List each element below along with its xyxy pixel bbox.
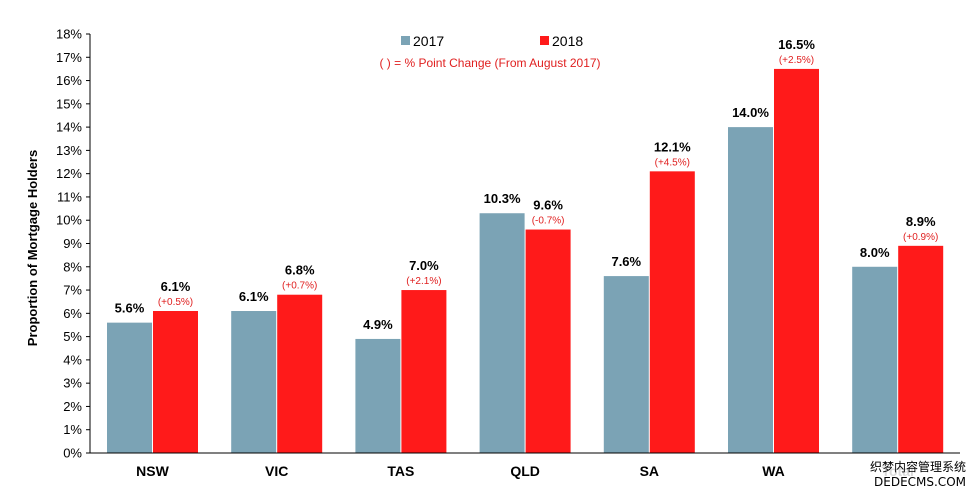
- bar-2018-vic: [277, 294, 323, 453]
- y-tick-label: 17%: [56, 50, 82, 65]
- x-tick-label: SA: [640, 463, 659, 479]
- y-tick-label: 8%: [63, 259, 82, 274]
- data-label-2018: 7.0%: [409, 258, 439, 273]
- y-tick-label: 12%: [56, 166, 82, 181]
- data-label-2018: 9.6%: [533, 198, 563, 213]
- bar-2017-sa: [603, 276, 649, 453]
- y-tick-label: 15%: [56, 96, 82, 111]
- y-tick-label: 14%: [56, 120, 82, 135]
- bar-2017-total: [852, 266, 898, 453]
- y-tick-label: 16%: [56, 73, 82, 88]
- change-label-2018: (+0.7%): [282, 281, 317, 292]
- y-tick-label: 10%: [56, 213, 82, 228]
- bars-2017: [107, 127, 898, 453]
- bar-2017-nsw: [107, 322, 152, 453]
- data-label-2017: 14.0%: [732, 105, 769, 120]
- legend: 2017 2018: [401, 33, 583, 49]
- data-label-2017: 8.0%: [860, 245, 890, 260]
- y-axis-ticks: 0% 1% 2% 3% 4% 5% 6% 7% 8% 9% 10% 11% 12% 13% 14% 15% 16…: [56, 27, 90, 461]
- y-tick-label: 7%: [63, 283, 82, 298]
- legend-swatch-2017: [401, 36, 410, 45]
- y-tick-label: 2%: [63, 399, 82, 414]
- bar-2017-qld: [479, 213, 525, 453]
- data-label-2017: 5.6%: [115, 301, 145, 316]
- data-label-2018: 16.5%: [778, 37, 815, 52]
- data-label-2017: 4.9%: [363, 317, 393, 332]
- bar-2018-qld: [525, 229, 571, 453]
- change-label-2018: (+2.1%): [406, 276, 441, 287]
- bar-2017-tas: [355, 338, 401, 453]
- y-tick-label: 6%: [63, 306, 82, 321]
- data-label-2017: 7.6%: [611, 254, 641, 269]
- bar-2018-nsw: [153, 311, 198, 453]
- change-label-2018: (+0.9%): [903, 232, 938, 243]
- change-label-2018: (+0.5%): [158, 297, 193, 308]
- y-axis-label: Proportion of Mortgage Holders: [25, 150, 40, 346]
- change-label-2018: (+2.5%): [779, 55, 814, 66]
- watermark-line1: 织梦内容管理系统: [870, 459, 966, 474]
- y-tick-label: 18%: [56, 27, 82, 42]
- data-label-2018: 6.1%: [161, 279, 191, 294]
- bar-2017-vic: [231, 311, 277, 453]
- bar-2017-wa: [728, 127, 773, 453]
- value-labels: 5.6% 6.1% (+0.5%) 6.1% 6.8% (+0.7%) 4.9% 7.0% (+…: [115, 37, 939, 332]
- watermark: 织梦内容管理系统 DEDECMS.COM: [862, 456, 974, 491]
- y-tick-label: 11%: [57, 189, 82, 204]
- data-label-2018: 8.9%: [906, 214, 936, 229]
- watermark-background: [862, 456, 974, 491]
- x-tick-label: WA: [762, 463, 785, 479]
- legend-swatch-2018: [540, 36, 549, 45]
- legend-label-2018: 2018: [552, 33, 583, 49]
- x-tick-label: QLD: [510, 463, 540, 479]
- bars-2018: [153, 68, 944, 454]
- y-tick-label: 1%: [63, 422, 82, 437]
- category-labels: NSWVICTASQLDSAWATotal: [136, 463, 914, 479]
- y-tick-label: 4%: [63, 352, 82, 367]
- y-tick-label: 3%: [63, 376, 82, 391]
- data-label-2018: 12.1%: [654, 139, 691, 154]
- x-tick-label: TAS: [387, 463, 414, 479]
- watermark-line2: DEDECMS.COM: [874, 475, 966, 489]
- x-tick-label: VIC: [265, 463, 288, 479]
- data-label-2017: 6.1%: [239, 289, 269, 304]
- change-label-2018: (-0.7%): [532, 216, 565, 227]
- y-tick-label: 0%: [63, 446, 82, 461]
- bar-2018-sa: [649, 171, 695, 454]
- change-label-2018: (+4.5%): [655, 157, 690, 168]
- y-tick-label: 13%: [56, 143, 82, 158]
- bar-2018-wa: [774, 68, 819, 454]
- legend-label-2017: 2017: [413, 33, 444, 49]
- x-tick-label: NSW: [136, 463, 169, 479]
- bar-2018-tas: [401, 290, 447, 453]
- change-note: ( ) = % Point Change (From August 2017): [379, 56, 600, 70]
- bar-2018-total: [898, 245, 944, 453]
- data-label-2018: 6.8%: [285, 263, 315, 278]
- y-tick-label: 9%: [63, 236, 82, 251]
- data-label-2017: 10.3%: [484, 191, 521, 206]
- y-tick-label: 5%: [63, 329, 82, 344]
